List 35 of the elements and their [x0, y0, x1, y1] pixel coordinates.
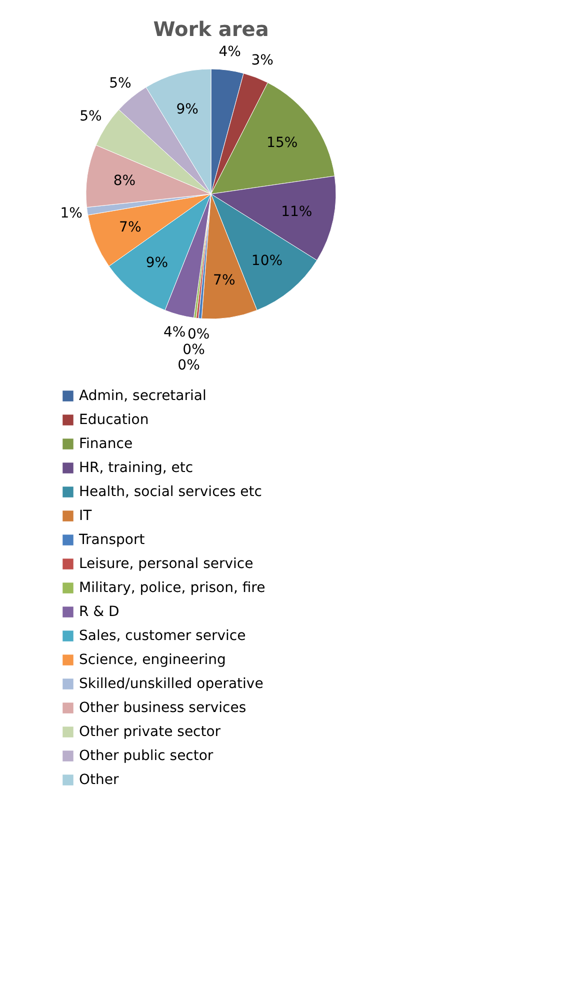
legend-label: Leisure, personal service: [79, 556, 254, 572]
legend-label: IT: [79, 508, 92, 524]
data-label: 5%: [80, 108, 102, 125]
data-label: 0%: [188, 326, 210, 342]
data-label: 7%: [119, 219, 142, 236]
data-label: 4%: [163, 324, 186, 340]
legend-label: HR, training, etc: [79, 460, 194, 476]
legend-label: Admin, secretarial: [79, 388, 206, 404]
legend-label: Skilled/unskilled operative: [79, 676, 264, 692]
legend-label: Other business services: [79, 700, 246, 716]
data-label: 9%: [146, 254, 168, 271]
data-label: 10%: [251, 253, 283, 270]
legend-label: Military, police, prison, fire: [79, 580, 266, 596]
data-label: 7%: [213, 272, 236, 289]
legend-label: Other private sector: [79, 724, 221, 740]
data-label: 9%: [176, 102, 198, 118]
legend-label: Education: [79, 412, 149, 428]
data-label: 11%: [281, 204, 312, 220]
data-label: 0%: [182, 342, 205, 358]
legend-label: Health, social services etc: [79, 484, 262, 500]
data-label: 8%: [113, 173, 136, 190]
data-label: 15%: [266, 135, 298, 152]
legend-label: Other: [79, 772, 119, 788]
legend-label: Science, engineering: [79, 652, 226, 668]
data-label: 1%: [60, 205, 82, 222]
legend-label: Sales, customer service: [79, 628, 246, 644]
data-label: 5%: [109, 76, 132, 92]
data-label: 4%: [218, 44, 241, 60]
legend-label: Other public sector: [79, 748, 214, 764]
chart-title: Work area: [153, 17, 269, 41]
data-label: 3%: [251, 52, 274, 69]
legend-label: R & D: [79, 604, 120, 620]
data-label: 0%: [178, 358, 200, 374]
legend-label: Finance: [79, 436, 133, 452]
legend-label: Transport: [78, 532, 146, 548]
